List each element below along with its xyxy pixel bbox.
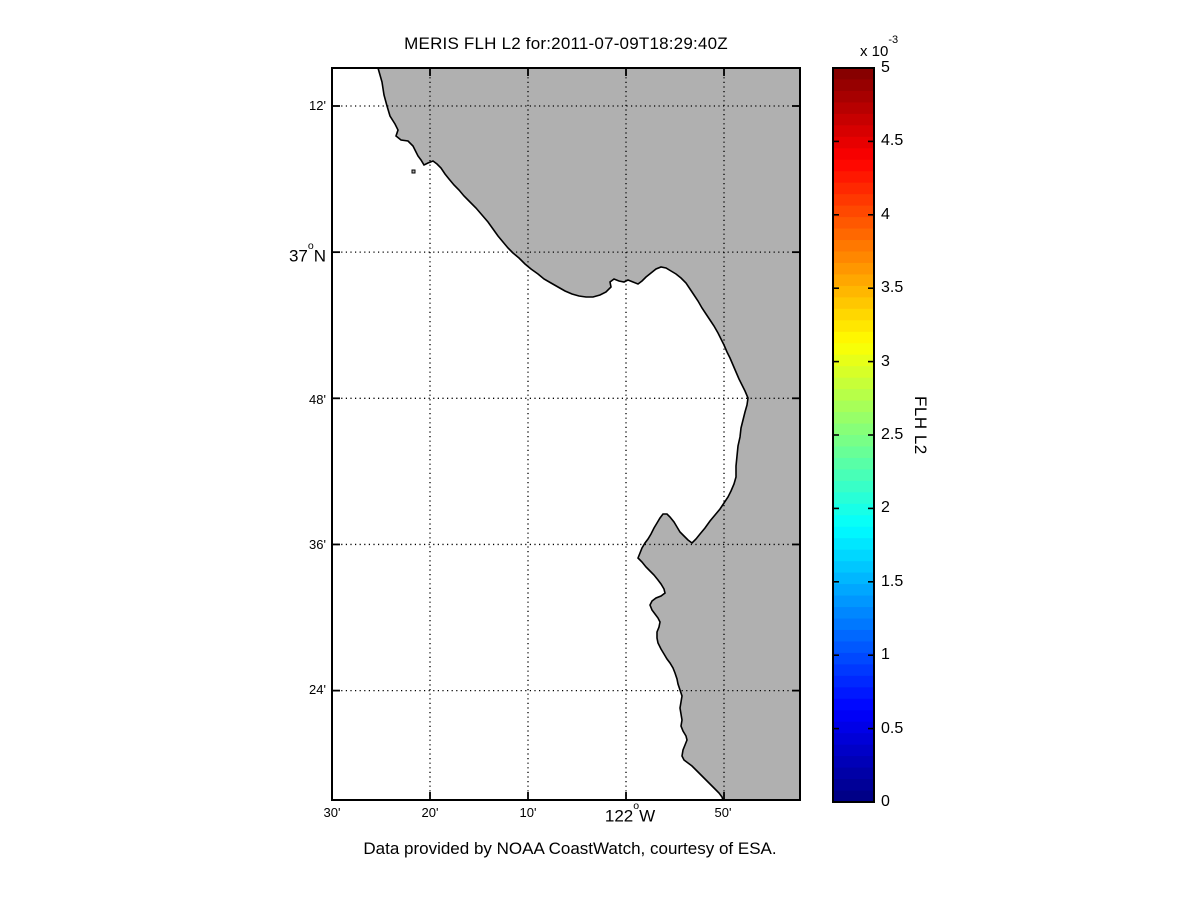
colorbar-tick-label: 5 — [881, 59, 890, 76]
colorbar-band — [833, 595, 874, 608]
colorbar-tick-label: 0.5 — [881, 719, 904, 737]
colorbar-tick-label: 3.5 — [881, 279, 904, 297]
x-tick-122W: 122oW — [604, 800, 656, 826]
colorbar-band — [833, 779, 874, 792]
y-tick-37N: 37oN — [288, 240, 326, 266]
colorbar-band — [833, 607, 874, 620]
colorbar-band — [833, 664, 874, 677]
colorbar-band — [833, 629, 874, 643]
colorbar-tick-label: 2 — [881, 499, 890, 517]
colorbar-band — [833, 251, 874, 264]
colorbar-band — [833, 710, 874, 723]
credit-caption: Data provided by NOAA CoastWatch, courte… — [363, 839, 777, 858]
colorbar-tick-label: 1.5 — [881, 572, 904, 590]
colorbar-band — [833, 721, 874, 734]
colorbar-scale-factor: x 10-3 — [860, 34, 899, 60]
y-tick-12min: 12' — [309, 98, 326, 113]
colorbar-band — [833, 412, 874, 425]
colorbar-band — [833, 125, 874, 138]
colorbar-band — [833, 687, 874, 700]
colorbar-border — [832, 67, 875, 803]
colorbar-band — [833, 561, 874, 574]
colorbar-band — [833, 698, 874, 711]
colorbar-band — [833, 767, 874, 780]
colorbar-band — [833, 503, 874, 516]
colorbar-band — [833, 492, 874, 505]
colorbar-band — [833, 377, 874, 390]
colorbar-band — [833, 756, 874, 769]
colorbar-band — [833, 675, 874, 688]
colorbar-band — [833, 297, 874, 310]
colorbar-band — [833, 228, 874, 241]
colorbar-band — [833, 320, 874, 333]
colorbar-band — [833, 572, 874, 585]
colorbar-band — [833, 148, 874, 161]
colorbar-band — [833, 366, 874, 379]
colorbar-band — [833, 354, 874, 367]
colorbar-band — [833, 262, 874, 276]
colorbar-tick-label: 2.5 — [881, 426, 904, 443]
colorbar-band — [833, 733, 874, 746]
colorbar-band — [833, 113, 874, 126]
colorbar-band — [833, 446, 874, 459]
colorbar-band — [833, 526, 874, 539]
colorbar-band — [833, 652, 874, 665]
y-tick-48min: 48' — [309, 392, 326, 407]
colorbar-band — [833, 90, 874, 104]
y-tick-24min: 24' — [309, 682, 326, 697]
colorbar-band — [833, 285, 874, 298]
colorbar-band — [833, 205, 874, 218]
colorbar-band — [833, 538, 874, 551]
colorbar-band — [833, 274, 874, 287]
map-axes-box — [331, 67, 801, 801]
colorbar-band — [833, 136, 874, 149]
colorbar-axis-label: FLH L2 — [911, 396, 930, 455]
colorbar-band — [833, 182, 874, 195]
colorbar-tick-label: 4.5 — [881, 132, 904, 150]
x-tick-20min: 20' — [421, 805, 439, 820]
x-tick-50min: 50' — [714, 805, 732, 820]
colorbar-band — [833, 331, 874, 344]
colorbar-band — [833, 79, 874, 92]
colorbar-band — [833, 217, 874, 230]
y-tick-36min: 36' — [309, 537, 326, 552]
colorbar-tick-label: 4 — [881, 205, 890, 223]
colorbar-band — [833, 435, 874, 448]
colorbar-band — [833, 171, 874, 184]
colorbar-band — [833, 549, 874, 562]
colorbar-band — [833, 618, 874, 631]
colorbar-band — [833, 400, 874, 413]
colorbar-band — [833, 790, 874, 803]
colorbar-band — [833, 308, 874, 321]
colorbar-band — [833, 423, 874, 436]
colorbar-band — [833, 240, 874, 253]
x-tick-30min: 30' — [323, 805, 341, 820]
colorbar-band — [833, 469, 874, 482]
colorbar-band — [833, 641, 874, 654]
colorbar-band — [833, 457, 874, 471]
colorbar-band — [833, 515, 874, 528]
plot-title: MERIS FLH L2 for:2011-07-09T18:29:40Z — [404, 34, 728, 53]
colorbar-tick-label: 0 — [881, 793, 890, 810]
land-polygon — [377, 68, 800, 800]
colorbar-band — [833, 343, 874, 356]
colorbar-band — [833, 389, 874, 402]
colorbar-band — [833, 102, 874, 115]
colorbar-band — [833, 68, 874, 81]
x-tick-10min: 10' — [519, 805, 537, 820]
colorbar-band — [833, 194, 874, 207]
colorbar-band — [833, 584, 874, 597]
islet-dot — [411, 169, 416, 174]
colorbar-band — [833, 480, 874, 493]
colorbar-band — [833, 159, 874, 172]
colorbar-tick-label: 1 — [881, 646, 890, 664]
colorbar-tick-label: 3 — [881, 352, 890, 370]
colorbar-band — [833, 744, 874, 757]
